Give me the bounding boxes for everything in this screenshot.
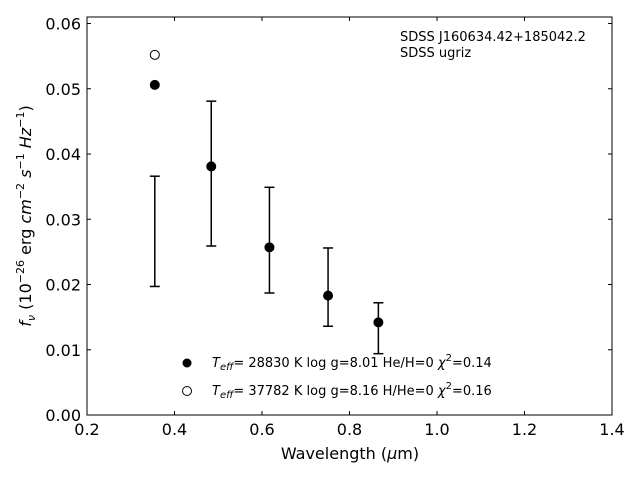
survey-annotation: SDSS ugriz: [400, 46, 471, 61]
data-point-open: [149, 49, 160, 60]
x-tick-label: 1.0: [424, 420, 449, 439]
y-tick-label: 0.03: [45, 210, 81, 229]
y-axis-label: fν (10−26 erg cm−2 s−1 Hz−1): [14, 105, 38, 326]
y-axis-ticks: 0.00 0.01 0.02 0.03 0.04 0.05 0.06: [45, 15, 612, 425]
data-points: [149, 49, 384, 328]
error-bar: [264, 186, 275, 294]
data-point-filled: [323, 290, 334, 301]
error-bars: [149, 100, 384, 355]
y-tick-label: 0.04: [45, 145, 81, 164]
legend-entry-1: Teff= 28830 K log g=8.01 He/H=0 χ2=0.14: [212, 353, 492, 373]
data-point-filled: [206, 161, 217, 172]
legend-marker-open: [182, 386, 192, 396]
plot-frame: [86, 16, 613, 416]
legend: Teff= 28830 K log g=8.01 He/H=0 χ2=0.14 …: [182, 353, 492, 401]
data-point-filled: [373, 317, 384, 328]
legend-marker-filled: [182, 358, 192, 368]
y-tick-label: 0.05: [45, 80, 81, 99]
x-tick-label: 1.4: [599, 420, 624, 439]
error-bar: [323, 247, 334, 328]
data-point-filled: [149, 79, 160, 90]
data-point-filled: [264, 242, 275, 253]
error-bar: [149, 175, 160, 288]
x-axis-label: Wavelength (μm): [281, 444, 419, 463]
object-name-annotation: SDSS J160634.42+185042.2: [400, 30, 586, 45]
x-tick-label: 0.2: [74, 420, 99, 439]
y-tick-label: 0.02: [45, 276, 81, 295]
y-tick-label: 0.00: [45, 406, 81, 425]
x-tick-label: 0.8: [337, 420, 362, 439]
y-tick-label: 0.06: [45, 15, 81, 34]
plot-area: [87, 17, 612, 415]
error-bar: [373, 302, 384, 355]
x-tick-label: 0.6: [249, 420, 274, 439]
x-tick-label: 1.2: [512, 420, 537, 439]
x-axis-ticks: 0.2 0.4 0.6 0.8 1.0 1.2 1.4: [74, 17, 625, 439]
x-tick-label: 0.4: [162, 420, 187, 439]
legend-entry-2: Teff= 37782 K log g=8.16 H/He=0 χ2=0.16: [212, 381, 492, 401]
y-tick-label: 0.01: [45, 341, 81, 360]
error-bar: [206, 100, 217, 247]
